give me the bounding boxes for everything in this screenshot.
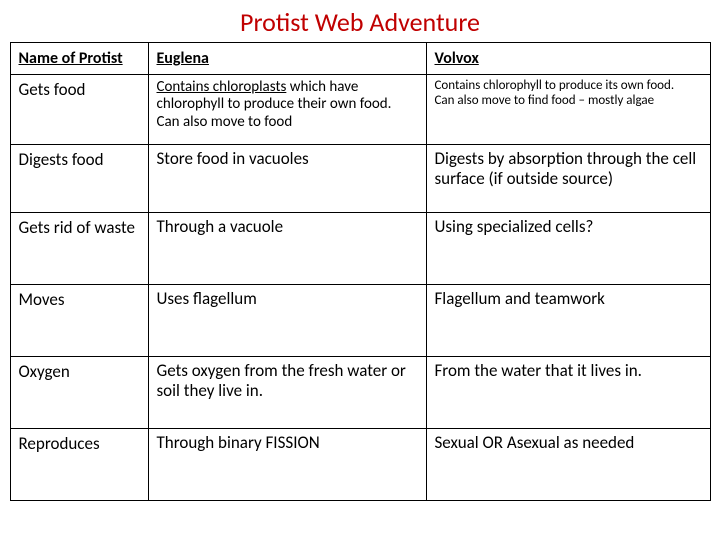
table-header-row: Name of Protist Euglena Volvox <box>10 43 710 75</box>
table-row: Gets rid of waste Through a vacuole Usin… <box>10 213 710 285</box>
cell-volvox: Using specialized cells? <box>426 213 710 285</box>
cell-euglena: Through a vacuole <box>148 213 426 285</box>
cell-volvox: Flagellum and teamwork <box>426 285 710 357</box>
cell-volvox: Sexual OR Asexual as needed <box>426 429 710 501</box>
table-row: Reproduces Through binary FISSION Sexual… <box>10 429 710 501</box>
cell-volvox: From the water that it lives in. <box>426 357 710 429</box>
row-label: Digests food <box>10 145 148 213</box>
header-euglena: Euglena <box>148 43 426 75</box>
table-row: Oxygen Gets oxygen from the fresh water … <box>10 357 710 429</box>
table-row: Gets food Contains chloroplasts which ha… <box>10 75 710 145</box>
row-label: Oxygen <box>10 357 148 429</box>
header-volvox: Volvox <box>426 43 710 75</box>
row-label: Moves <box>10 285 148 357</box>
table-row: Digests food Store food in vacuoles Dige… <box>10 145 710 213</box>
cell-euglena: Through binary FISSION <box>148 429 426 501</box>
protist-table: Name of Protist Euglena Volvox Gets food… <box>10 42 711 501</box>
page-title: Protist Web Adventure <box>0 0 720 42</box>
cell-euglena: Uses flagellum <box>148 285 426 357</box>
row-label: Reproduces <box>10 429 148 501</box>
row-label: Gets rid of waste <box>10 213 148 285</box>
table-row: Moves Uses flagellum Flagellum and teamw… <box>10 285 710 357</box>
cell-euglena: Contains chloroplasts which have chlorop… <box>148 75 426 145</box>
cell-volvox: Contains chlorophyll to produce its own … <box>426 75 710 145</box>
header-name: Name of Protist <box>10 43 148 75</box>
row-label: Gets food <box>10 75 148 145</box>
cell-euglena: Store food in vacuoles <box>148 145 426 213</box>
underlined-text: Contains chloroplasts <box>157 78 287 96</box>
cell-euglena: Gets oxygen from the fresh water or soil… <box>148 357 426 429</box>
cell-volvox: Digests by absorption through the cell s… <box>426 145 710 213</box>
